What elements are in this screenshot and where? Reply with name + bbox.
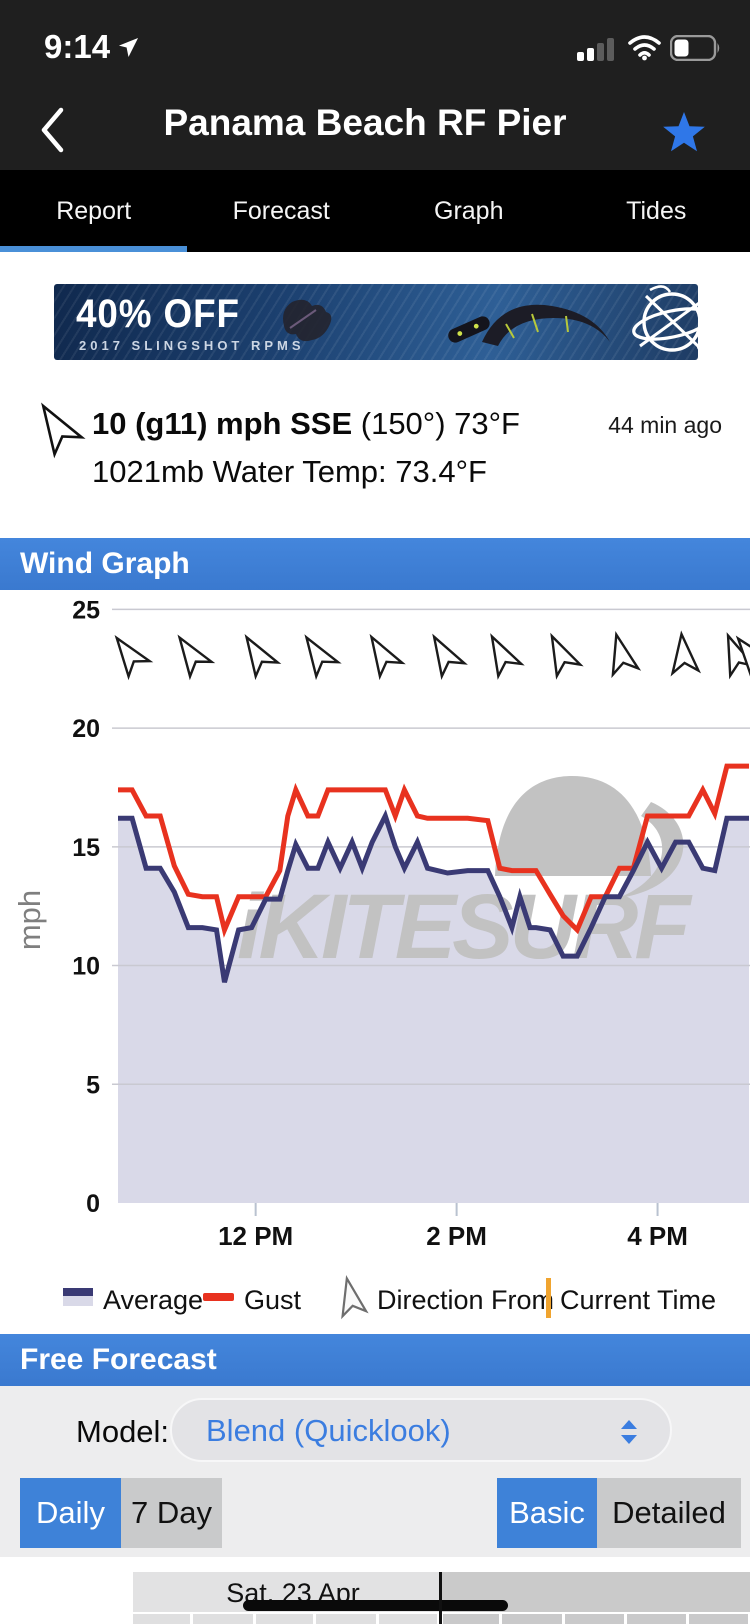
- location-arrow-icon: [119, 37, 139, 57]
- wind-detail: (150°) 73°F: [352, 406, 520, 441]
- wind-graph-section-header: Wind Graph: [0, 538, 750, 590]
- banner-headline: 40% OFF: [76, 292, 240, 336]
- gust-swatch: [203, 1293, 234, 1301]
- forecast-controls-panel: Model: Blend (Quicklook) Daily 7 Day Bas…: [0, 1386, 750, 1557]
- banner-artwork: [283, 285, 698, 354]
- report-age: 44 min ago: [608, 412, 722, 438]
- svg-text:5: 5: [86, 1071, 100, 1099]
- average-swatch: [63, 1288, 93, 1306]
- legend-average-label: Average: [103, 1285, 204, 1315]
- legend-direction-label: Direction From: [377, 1285, 555, 1315]
- legend-gust-label: Gust: [244, 1285, 302, 1315]
- star-icon: [663, 112, 705, 152]
- current-time-marker: [439, 1572, 442, 1624]
- status-bar: 9:14: [44, 28, 139, 66]
- tab-graph[interactable]: Graph: [375, 170, 563, 252]
- detailed-label: Detailed: [612, 1495, 726, 1530]
- battery-icon: [670, 35, 720, 61]
- select-chevrons-icon: [621, 1420, 637, 1444]
- tab-bar: Report Forecast Graph Tides: [0, 170, 750, 252]
- tab-report-label: Report: [56, 196, 132, 225]
- current-conditions: 10 (g11) mph SSE (150°) 73°F 44 min ago …: [0, 388, 750, 504]
- active-tab-underline: [0, 246, 187, 252]
- tab-graph-label: Graph: [434, 196, 504, 225]
- favorite-star-button[interactable]: [658, 106, 710, 158]
- free-forecast-section-header: Free Forecast: [0, 1334, 750, 1386]
- back-chevron-icon: [41, 107, 64, 153]
- kiteboarder-silhouette: [283, 299, 332, 342]
- svg-text:15: 15: [72, 834, 100, 862]
- svg-text:4 PM: 4 PM: [627, 1221, 688, 1250]
- chart-legend: Average Gust Direction From Current Time: [0, 1272, 750, 1328]
- daily-button[interactable]: Daily: [20, 1478, 121, 1548]
- svg-text:20: 20: [72, 715, 100, 743]
- svg-text:2 PM: 2 PM: [426, 1221, 487, 1250]
- model-select[interactable]: Blend (Quicklook): [170, 1398, 672, 1462]
- tab-tides[interactable]: Tides: [563, 170, 750, 252]
- page-title: Panama Beach RF Pier: [163, 102, 567, 143]
- ad-banner[interactable]: 40% OFF 2017 SLINGSHOT RPMS: [54, 284, 698, 360]
- svg-text:mph: mph: [12, 890, 47, 950]
- seven-day-button[interactable]: 7 Day: [121, 1478, 222, 1548]
- basic-label: Basic: [509, 1495, 585, 1530]
- shop-logo: [632, 285, 698, 354]
- tab-report[interactable]: Report: [0, 170, 188, 252]
- svg-text:25: 25: [72, 596, 100, 624]
- model-selected-value: Blend (Quicklook): [206, 1413, 451, 1448]
- pressure-water-temp: 1021mb Water Temp: 73.4°F: [92, 454, 487, 489]
- svg-text:12 PM: 12 PM: [218, 1221, 293, 1250]
- basic-button[interactable]: Basic: [497, 1478, 597, 1548]
- direction-from-icon: [341, 1275, 369, 1320]
- board-silhouette: [448, 316, 490, 343]
- cellular-signal-icon: [577, 38, 614, 61]
- banner-subhead: 2017 SLINGSHOT RPMS: [79, 338, 305, 353]
- wind-graph-chart: 0 5 10 15 20 25 mph iKITESURF 12 PM 2 PM 4 PM: [0, 590, 750, 1250]
- table-hour-cells: [133, 1614, 750, 1624]
- daily-label: Daily: [36, 1495, 105, 1530]
- table-scroll-handle[interactable]: [243, 1600, 508, 1611]
- tab-forecast[interactable]: Forecast: [188, 170, 376, 252]
- tab-tides-label: Tides: [626, 196, 687, 225]
- kite-silhouette: [482, 304, 610, 346]
- wind-report-line: 10 (g11) mph SSE (150°) 73°F: [92, 406, 520, 442]
- wind-direction-arrow-icon: [41, 402, 86, 459]
- top-header: 9:14: [0, 0, 750, 170]
- back-button[interactable]: [28, 100, 76, 160]
- status-icons: [577, 34, 722, 62]
- detailed-button[interactable]: Detailed: [597, 1478, 741, 1548]
- clock-time: 9:14: [44, 28, 111, 65]
- current-time-swatch: [546, 1278, 551, 1318]
- wind-speed-direction: 10 (g11) mph SSE: [92, 406, 353, 441]
- svg-text:10: 10: [72, 953, 100, 981]
- legend-current-time-label: Current Time: [560, 1285, 717, 1315]
- tab-forecast-label: Forecast: [232, 196, 330, 225]
- forecast-table[interactable]: Sat, 23 Apr: [133, 1572, 750, 1624]
- model-label: Model:: [76, 1414, 170, 1449]
- seven-day-label: 7 Day: [131, 1495, 212, 1530]
- svg-text:0: 0: [86, 1190, 100, 1218]
- wifi-icon: [628, 35, 661, 61]
